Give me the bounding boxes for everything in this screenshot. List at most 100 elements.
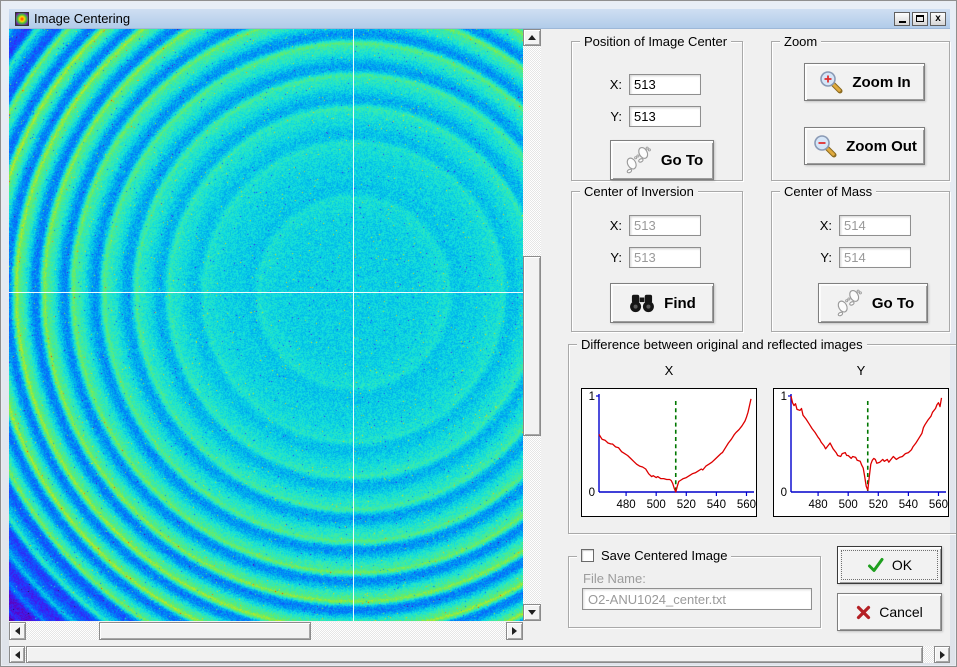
inversion-y-value	[629, 247, 701, 268]
minimize-button[interactable]	[894, 12, 910, 26]
close-icon: x	[935, 14, 941, 24]
save-legend: Save Centered Image	[577, 548, 731, 563]
right-arrow-icon	[512, 627, 517, 635]
zoom-out-button-label: Zoom Out	[846, 138, 917, 155]
difference-plot-y: 480 500 520 540 560 1 0	[773, 388, 949, 517]
svg-text:0: 0	[589, 487, 595, 499]
image-vertical-scrollbar[interactable]	[523, 29, 541, 621]
window-scroll-thumb[interactable]	[26, 646, 923, 663]
svg-text:520: 520	[869, 499, 888, 511]
cancel-button[interactable]: Cancel	[837, 593, 942, 631]
detector-image[interactable]	[9, 29, 523, 621]
footprints-icon	[832, 288, 864, 318]
goto-button-label: Go To	[661, 152, 703, 169]
cancel-button-label: Cancel	[879, 604, 923, 620]
group-title: Difference between original and reflecte…	[577, 337, 867, 352]
difference-plot-x: 480 500 520 540 560 1 0	[581, 388, 757, 517]
footprints-icon	[621, 145, 653, 175]
find-button-label: Find	[664, 295, 696, 312]
group-title: Position of Image Center	[580, 34, 731, 49]
save-checkbox-label: Save Centered Image	[601, 548, 727, 563]
window-title: Image Centering	[34, 11, 130, 26]
cancel-x-icon	[856, 605, 871, 620]
zoom-out-icon	[812, 133, 838, 159]
x-label: X:	[600, 218, 622, 233]
svg-text:1: 1	[589, 391, 595, 403]
image-centering-window: Image Centering x	[0, 0, 957, 667]
svg-text:500: 500	[647, 499, 666, 511]
goto-center-of-mass-button[interactable]: Go To	[818, 283, 928, 323]
scroll-up-button[interactable]	[523, 29, 541, 46]
group-title: Zoom	[780, 34, 821, 49]
binoculars-icon	[628, 292, 656, 314]
x-label: X:	[600, 77, 622, 92]
scroll-left-button[interactable]	[9, 622, 26, 640]
window-horizontal-scrollbar[interactable]	[9, 646, 950, 663]
zoom-in-button-label: Zoom In	[852, 74, 910, 91]
app-icon	[15, 12, 29, 26]
group-center-of-inversion: Center of Inversion X: Y: Fi	[571, 191, 743, 332]
crosshair-horizontal-line	[9, 292, 523, 293]
maximize-icon	[916, 15, 924, 22]
file-name-label: File Name:	[583, 571, 646, 586]
save-centered-image-checkbox[interactable]	[581, 549, 594, 562]
svg-text:540: 540	[707, 499, 726, 511]
group-title: Center of Mass	[780, 184, 876, 199]
svg-text:480: 480	[808, 499, 827, 511]
zoom-out-button[interactable]: Zoom Out	[804, 127, 925, 165]
up-arrow-icon	[528, 35, 536, 40]
y-label: Y:	[810, 250, 832, 265]
group-center-of-mass: Center of Mass X: Y:	[771, 191, 950, 332]
ok-check-icon	[867, 557, 884, 573]
scroll-right-button[interactable]	[506, 622, 523, 640]
svg-text:560: 560	[737, 499, 756, 511]
image-center-y-input[interactable]	[629, 106, 701, 127]
svg-text:540: 540	[899, 499, 918, 511]
goto-image-center-button[interactable]: Go To	[610, 140, 714, 180]
image-center-x-input[interactable]	[629, 74, 701, 95]
group-zoom: Zoom Zoom In Zoom Out	[771, 41, 950, 181]
mass-y-value	[839, 247, 911, 268]
right-arrow-icon	[940, 651, 945, 659]
ok-button-label: OK	[892, 557, 912, 573]
scroll-down-button[interactable]	[523, 604, 541, 621]
titlebar[interactable]: Image Centering x	[9, 9, 950, 29]
ok-button[interactable]: OK	[837, 546, 942, 584]
y-plot-title: Y	[773, 363, 949, 378]
svg-text:0: 0	[781, 487, 787, 499]
y-label: Y:	[600, 109, 622, 124]
window-scroll-right-button[interactable]	[934, 646, 950, 663]
maximize-button[interactable]	[912, 12, 928, 26]
minimize-icon	[899, 21, 906, 23]
left-arrow-icon	[15, 627, 20, 635]
window-scroll-left-button[interactable]	[9, 646, 25, 663]
zoom-in-button[interactable]: Zoom In	[804, 63, 925, 101]
goto-button-label: Go To	[872, 295, 914, 312]
client-area: Position of Image Center X: Y:	[9, 29, 950, 663]
find-center-button[interactable]: Find	[610, 283, 714, 323]
down-arrow-icon	[528, 610, 536, 615]
svg-text:560: 560	[929, 499, 948, 511]
inversion-x-value	[629, 215, 701, 236]
close-button[interactable]: x	[930, 12, 946, 26]
image-horizontal-scrollbar[interactable]	[9, 622, 523, 640]
group-difference: Difference between original and reflecte…	[568, 344, 957, 534]
group-position-of-image-center: Position of Image Center X: Y:	[571, 41, 743, 181]
horizontal-scroll-thumb[interactable]	[99, 622, 311, 640]
group-title: Center of Inversion	[580, 184, 698, 199]
x-label: X:	[810, 218, 832, 233]
group-save-centered-image: Save Centered Image File Name:	[568, 556, 821, 628]
x-plot-title: X	[581, 363, 757, 378]
left-arrow-icon	[15, 651, 20, 659]
mass-x-value	[839, 215, 911, 236]
svg-text:500: 500	[839, 499, 858, 511]
crosshair-vertical-line	[353, 29, 354, 621]
svg-text:520: 520	[677, 499, 696, 511]
svg-text:1: 1	[781, 391, 787, 403]
zoom-in-icon	[818, 69, 844, 95]
y-label: Y:	[600, 250, 622, 265]
file-name-input[interactable]	[582, 588, 812, 610]
svg-text:480: 480	[616, 499, 635, 511]
focus-rect	[841, 550, 938, 580]
vertical-scroll-thumb[interactable]	[523, 256, 541, 436]
